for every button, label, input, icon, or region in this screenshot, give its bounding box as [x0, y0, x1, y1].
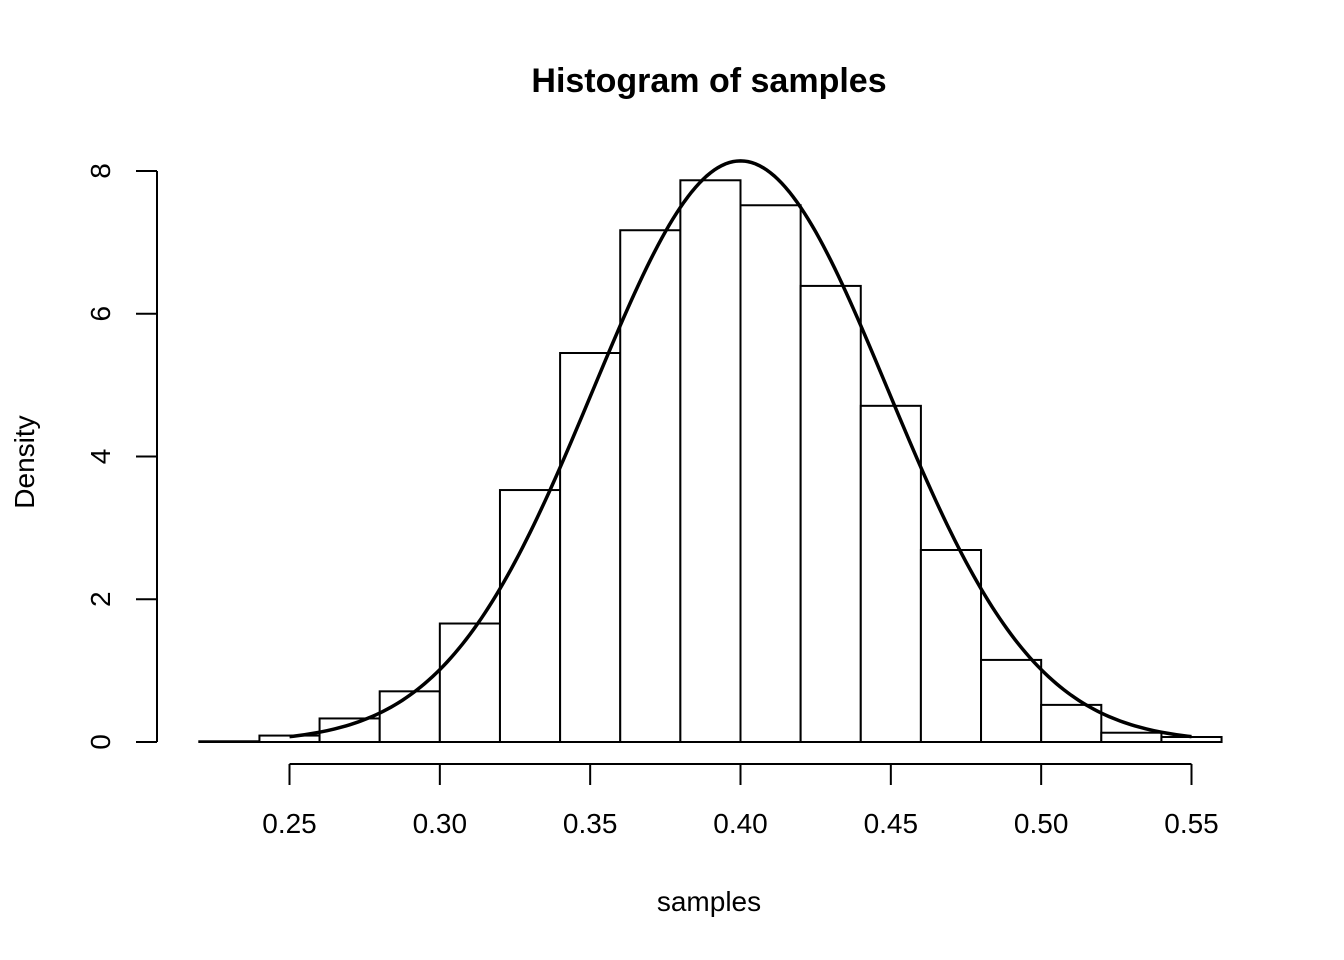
x-axis-label: samples	[657, 886, 761, 917]
y-tick-label: 0	[85, 734, 116, 750]
histogram-bar	[859, 404, 922, 743]
x-axis: 0.25 0.30 0.35 0.40 0.45 0.50 0.55	[262, 763, 1219, 839]
x-tick-label: 0.45	[864, 808, 919, 839]
x-tick-label: 0.55	[1164, 808, 1219, 839]
histogram-bar	[198, 740, 261, 744]
histogram-bar	[498, 489, 562, 744]
histogram-bar	[919, 549, 983, 743]
histogram-bar	[980, 658, 1043, 744]
y-axis: 0 2 4 6 8	[85, 163, 158, 750]
histogram-bar	[378, 690, 441, 743]
x-tick-label: 0.40	[713, 808, 768, 839]
chart-title: Histogram of samples	[531, 62, 886, 100]
histogram-bar	[1160, 736, 1223, 743]
y-tick-label: 2	[85, 591, 116, 607]
x-tick-label: 0.25	[262, 808, 317, 839]
y-axis-label: Density	[9, 415, 40, 508]
y-tick-label: 4	[85, 449, 116, 465]
histogram-bar	[1100, 731, 1163, 744]
histogram-bar	[679, 179, 742, 743]
histogram-bar	[438, 622, 501, 744]
y-tick-label: 8	[85, 163, 116, 179]
y-tick-label: 6	[85, 306, 116, 322]
density-curve	[289, 159, 1192, 739]
histogram-bar	[739, 204, 802, 743]
x-tick-label: 0.35	[563, 808, 618, 839]
histogram-bar	[619, 229, 682, 744]
histogram-bar	[799, 284, 862, 743]
x-tick-label: 0.50	[1014, 808, 1069, 839]
histogram-bar	[559, 352, 622, 743]
histogram-bar	[1040, 703, 1103, 744]
x-tick-label: 0.30	[413, 808, 468, 839]
histogram-bars	[198, 179, 1223, 744]
